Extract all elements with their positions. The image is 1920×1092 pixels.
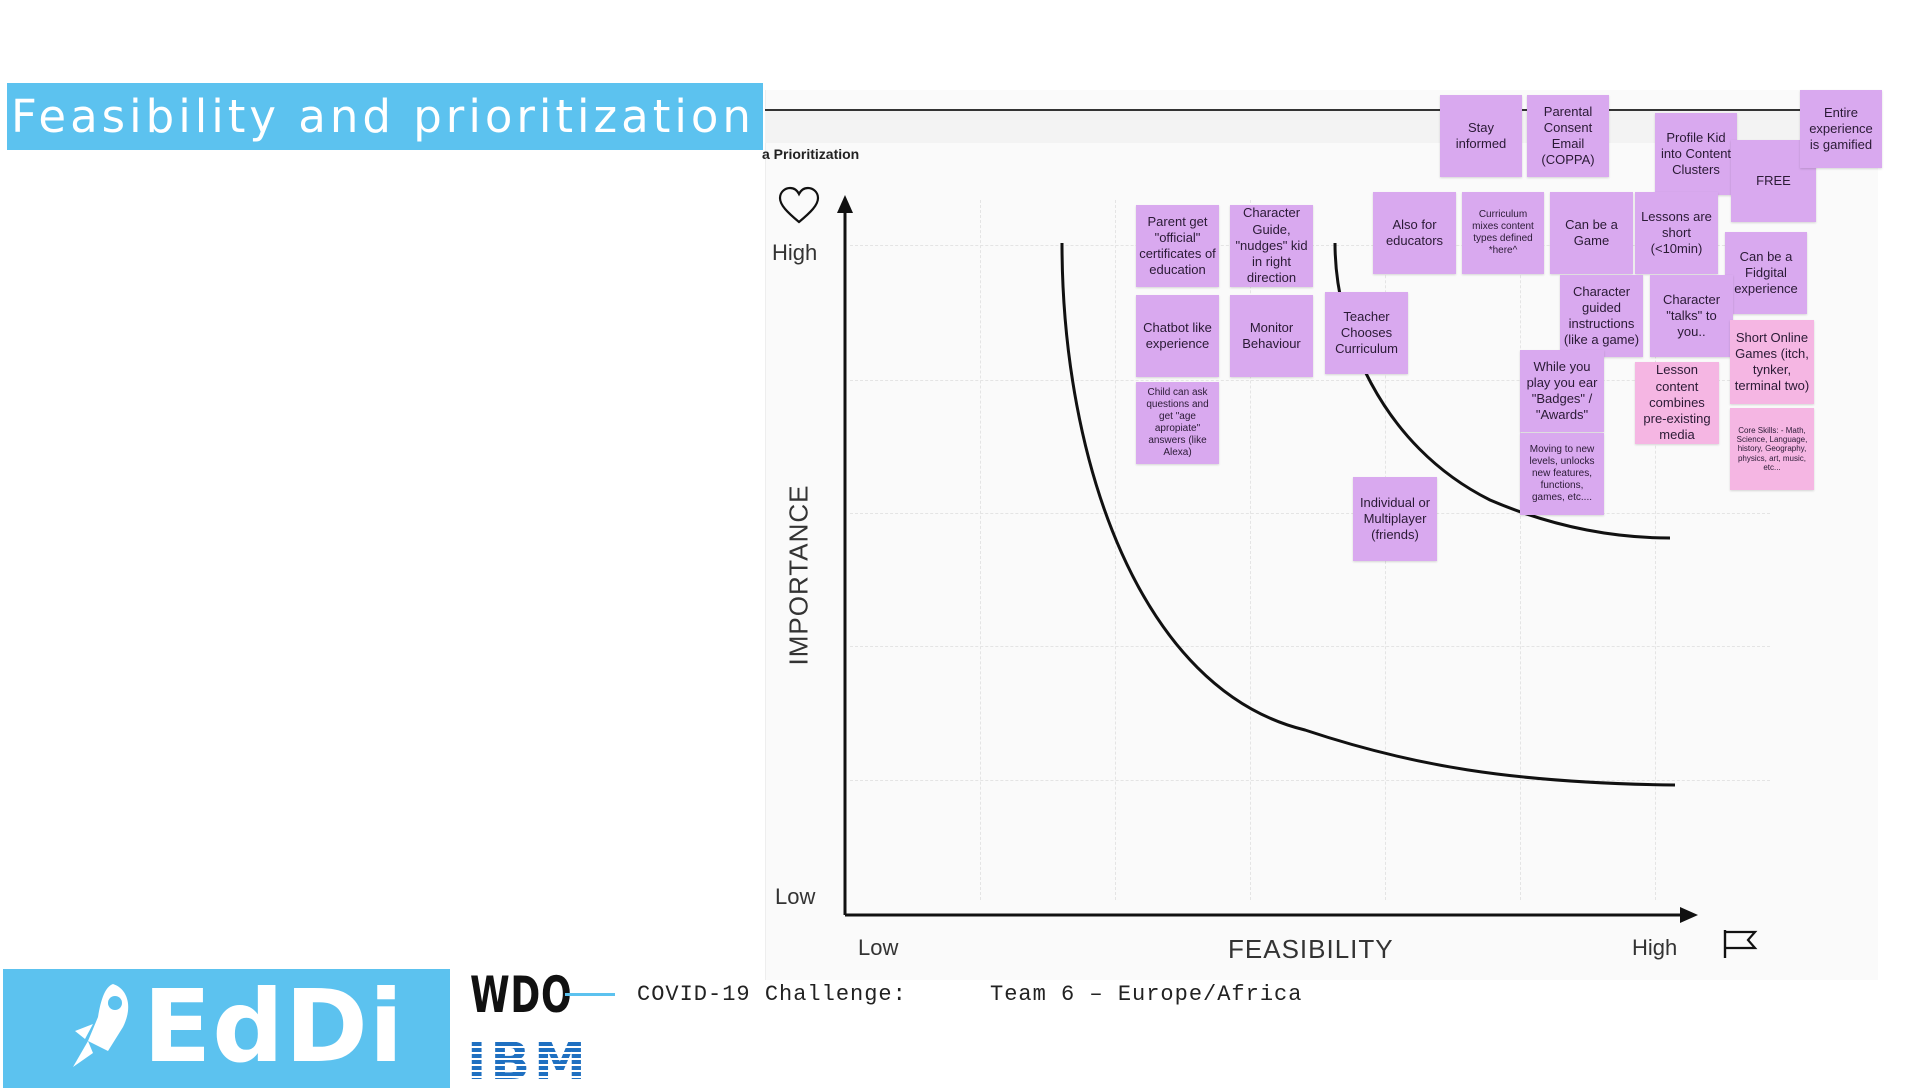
grid-line — [1655, 200, 1657, 900]
sticky-note-core-skills[interactable]: Core Skills: - Math, Science, Language, … — [1730, 408, 1814, 490]
grid-line — [1520, 200, 1522, 900]
y-axis-high-label: High — [772, 240, 818, 265]
x-axis-low-label: Low — [858, 935, 899, 960]
sticky-note-multiplayer[interactable]: Individual or Multiplayer (friends) — [1353, 477, 1437, 561]
sticky-note-entire-experience[interactable]: Entire experience is gamified — [1800, 90, 1882, 168]
sticky-note-character-talks[interactable]: Character "talks" to you.. — [1650, 275, 1733, 357]
grid-line — [1250, 200, 1252, 900]
heart-icon — [778, 186, 820, 224]
eddi-logo: EdDi — [3, 969, 450, 1088]
y-axis-title: IMPORTANCE — [783, 484, 814, 666]
sticky-note-character-guide[interactable]: Character Guide, "nudges" kid in right d… — [1230, 205, 1313, 287]
board-top-rule — [765, 109, 1875, 111]
sticky-note-monitor-behaviour[interactable]: Monitor Behaviour — [1230, 295, 1313, 377]
team-label: Team 6 – Europe/Africa — [990, 982, 1303, 1007]
grid-line — [1115, 200, 1117, 900]
sticky-note-teacher-chooses[interactable]: Teacher Chooses Curriculum — [1325, 292, 1408, 374]
x-axis-arrow — [1680, 907, 1698, 923]
flag-icon — [1723, 930, 1758, 958]
challenge-label: COVID-19 Challenge: — [637, 982, 907, 1007]
grid-line — [850, 780, 1770, 782]
sticky-note-also-for-educators[interactable]: Also for educators — [1373, 192, 1456, 274]
x-axis-title: FEASIBILITY — [1228, 934, 1394, 964]
wdo-logo: WDO — [470, 966, 573, 1024]
rocket-icon — [73, 984, 129, 1067]
x-axis-high-label: High — [1632, 935, 1678, 960]
brand-name: EdDi — [143, 968, 405, 1085]
sticky-note-can-be-game[interactable]: Can be a Game — [1550, 192, 1633, 274]
sticky-note-parent-certificates[interactable]: Parent get "official" certificates of ed… — [1136, 205, 1219, 287]
sticky-note-profile-kid[interactable]: Profile Kid into Content Clusters — [1655, 113, 1737, 195]
y-axis-low-label: Low — [775, 884, 816, 909]
sticky-note-lessons-short[interactable]: Lessons are short (<10min) — [1635, 192, 1718, 274]
sticky-note-chatbot[interactable]: Chatbot like experience — [1136, 295, 1219, 377]
sticky-note-curriculum-mixes[interactable]: Curriculum mixes content types defined *… — [1462, 192, 1544, 274]
sticky-note-new-levels[interactable]: Moving to new levels, unlocks new featur… — [1520, 433, 1604, 515]
grid-line — [850, 646, 1770, 648]
slide-title: Feasibility and prioritization — [7, 83, 763, 150]
sticky-note-stay-informed[interactable]: Stay informed — [1440, 95, 1522, 177]
board-label: a Prioritization — [762, 146, 860, 162]
sticky-note-lesson-content[interactable]: Lesson content combines pre-existing med… — [1635, 362, 1719, 444]
sticky-note-badges[interactable]: While you play you ear "Badges" / "Award… — [1520, 350, 1604, 432]
sticky-note-parental-consent[interactable]: Parental Consent Email (COPPA) — [1527, 95, 1609, 177]
sticky-note-short-online-games[interactable]: Short Online Games (itch, tynker, termin… — [1730, 320, 1814, 404]
y-axis-arrow — [837, 195, 853, 213]
grid-line — [850, 380, 1770, 382]
sticky-note-character-guided[interactable]: Character guided instructions (like a ga… — [1560, 275, 1643, 357]
sticky-note-child-can-ask[interactable]: Child can ask questions and get "age apr… — [1136, 382, 1219, 464]
ibm-logo: IBM — [467, 1032, 590, 1092]
grid-line — [850, 513, 1770, 515]
sticky-note-fidgital[interactable]: Can be a Fidgital experience — [1725, 232, 1807, 314]
wdo-accent-line — [565, 993, 615, 996]
grid-line — [980, 200, 982, 900]
priority-curve-1 — [1060, 242, 1676, 787]
